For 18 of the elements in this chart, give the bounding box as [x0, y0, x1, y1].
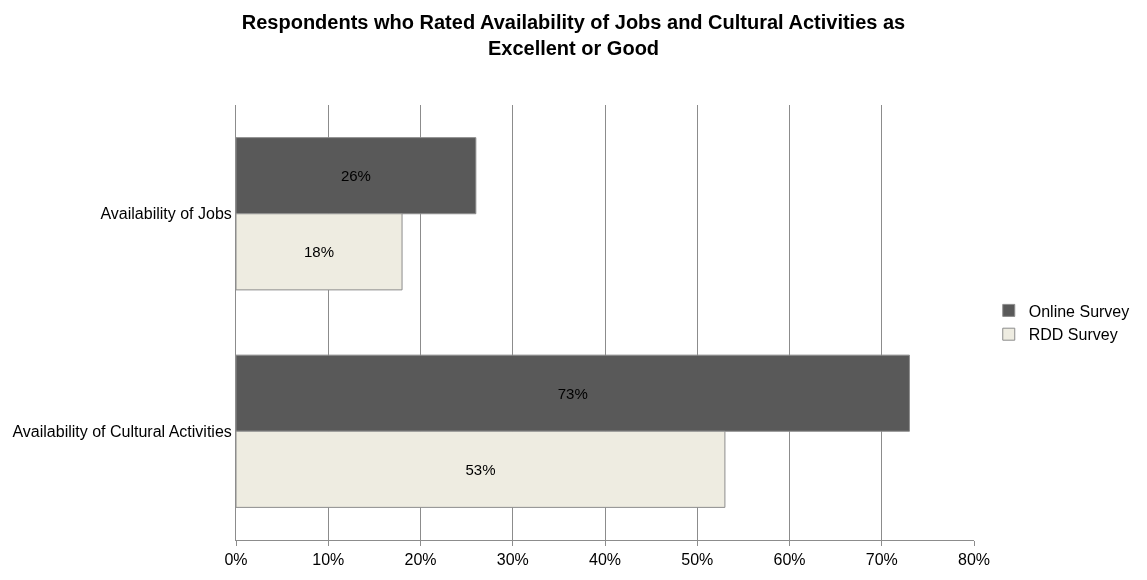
legend-label: RDD Survey — [1028, 326, 1118, 344]
y-tick-label: Availability of Jobs — [100, 205, 232, 223]
x-tick-label: 0% — [224, 551, 248, 569]
data-label: 26% — [340, 167, 371, 185]
y-tick-label: Availability of Cultural Activities — [12, 422, 232, 440]
x-tick-label: 80% — [957, 551, 991, 569]
chart-title: Respondents who Rated Availability of Jobs and Cultural Activities as Excellent or Good — [241, 11, 906, 59]
x-tick-label: 40% — [588, 551, 622, 569]
legend-label: Online Survey — [1028, 302, 1130, 320]
x-tick-label: 50% — [681, 551, 714, 569]
data-label: 18% — [304, 243, 335, 261]
x-tick-label: 30% — [496, 551, 529, 569]
x-tick-label: 60% — [773, 551, 806, 569]
x-tick-label: 10% — [312, 551, 345, 569]
x-tick-label: 20% — [404, 551, 437, 569]
data-label: 53% — [465, 460, 496, 478]
data-label: 73% — [557, 384, 588, 402]
x-tick-label: 70% — [865, 551, 898, 569]
